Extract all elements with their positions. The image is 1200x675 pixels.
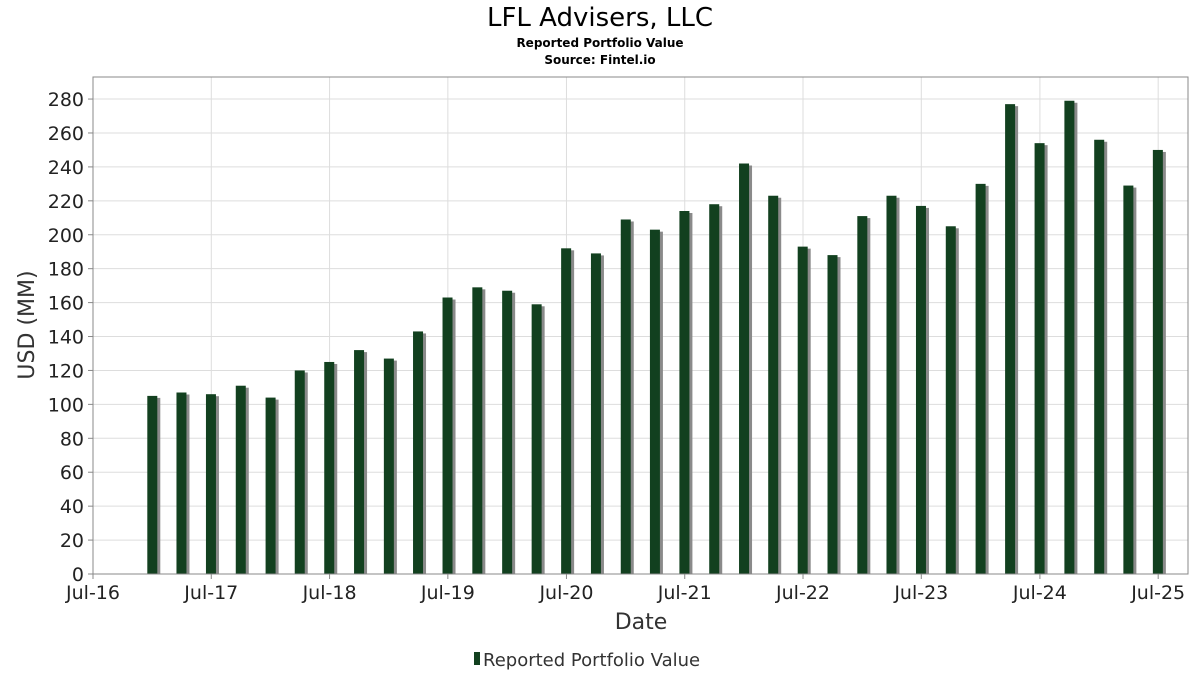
bar [1123, 185, 1134, 574]
bar [975, 183, 986, 575]
x-tick-label: Jul-18 [302, 582, 357, 604]
y-tick-label: 0 [72, 564, 84, 586]
y-axis: 0 20 40 60 80 100 120 140 160 180 200 220 240 260 280 [48, 89, 93, 586]
x-tick-label: Jul-25 [1130, 582, 1185, 604]
y-tick-label: 120 [48, 360, 84, 382]
y-tick-label: 40 [60, 496, 84, 518]
bar [739, 163, 750, 574]
y-tick-label: 240 [48, 157, 84, 179]
bar [294, 370, 305, 574]
plot-border [92, 76, 1189, 575]
bar [1005, 104, 1016, 575]
legend-swatch [474, 652, 480, 665]
legend: Reported Portfolio Value [474, 650, 700, 671]
x-axis-title: Date [615, 610, 668, 635]
bar [620, 219, 631, 575]
bar [857, 216, 868, 574]
y-tick-label: 60 [60, 462, 84, 484]
bar [1152, 149, 1163, 574]
x-tick-label: Jul-16 [65, 582, 120, 604]
bar [147, 395, 158, 574]
bar [1034, 143, 1045, 575]
bar [413, 331, 424, 574]
bar [561, 248, 572, 575]
bar [176, 392, 187, 574]
x-tick-label: Jul-17 [183, 582, 238, 604]
bar [1094, 139, 1105, 574]
bar [531, 304, 542, 574]
bar [886, 195, 897, 575]
bar [472, 287, 483, 574]
y-tick-label: 280 [48, 89, 84, 111]
bar [1064, 100, 1075, 574]
bar [590, 253, 601, 575]
y-tick-label: 80 [60, 428, 84, 450]
bar [324, 361, 335, 574]
bar [442, 297, 453, 574]
plot-area [93, 77, 1188, 574]
bar [679, 211, 690, 574]
bar [649, 229, 660, 574]
bar [205, 394, 216, 574]
legend-label: Reported Portfolio Value [483, 650, 700, 671]
y-tick-label: 160 [48, 293, 84, 315]
x-tick-label: Jul-21 [657, 582, 712, 604]
chart-source: Source: Fintel.io [544, 53, 655, 67]
y-tick-label: 20 [60, 530, 84, 552]
chart-title: LFL Advisers, LLC [487, 3, 713, 33]
bar [502, 290, 513, 574]
x-tick-label: Jul-23 [893, 582, 948, 604]
bar [797, 246, 808, 574]
x-tick-label: Jul-19 [420, 582, 475, 604]
bar [354, 350, 365, 574]
y-tick-label: 220 [48, 191, 84, 213]
bar [915, 205, 926, 574]
bar [827, 255, 838, 574]
y-tick-label: 200 [48, 225, 84, 247]
bar [235, 385, 246, 574]
bar [945, 226, 956, 574]
x-axis: Jul-16 Jul-17 Jul-18 Jul-19 Jul-20 Jul-21 Jul-… [65, 574, 1185, 604]
x-tick-label: Jul-22 [775, 582, 830, 604]
y-tick-label: 140 [48, 327, 84, 349]
x-tick-label: Jul-20 [538, 582, 593, 604]
bar [709, 204, 720, 574]
y-tick-label: 100 [48, 394, 84, 416]
y-axis-title: USD (MM) [15, 270, 40, 379]
bars [147, 100, 1166, 575]
chart-subtitle: Reported Portfolio Value [516, 36, 683, 50]
bar [768, 195, 779, 575]
y-tick-label: 180 [48, 259, 84, 281]
bar [265, 397, 276, 574]
bar [383, 358, 394, 574]
y-tick-label: 260 [48, 123, 84, 145]
x-tick-label: Jul-24 [1012, 582, 1067, 604]
